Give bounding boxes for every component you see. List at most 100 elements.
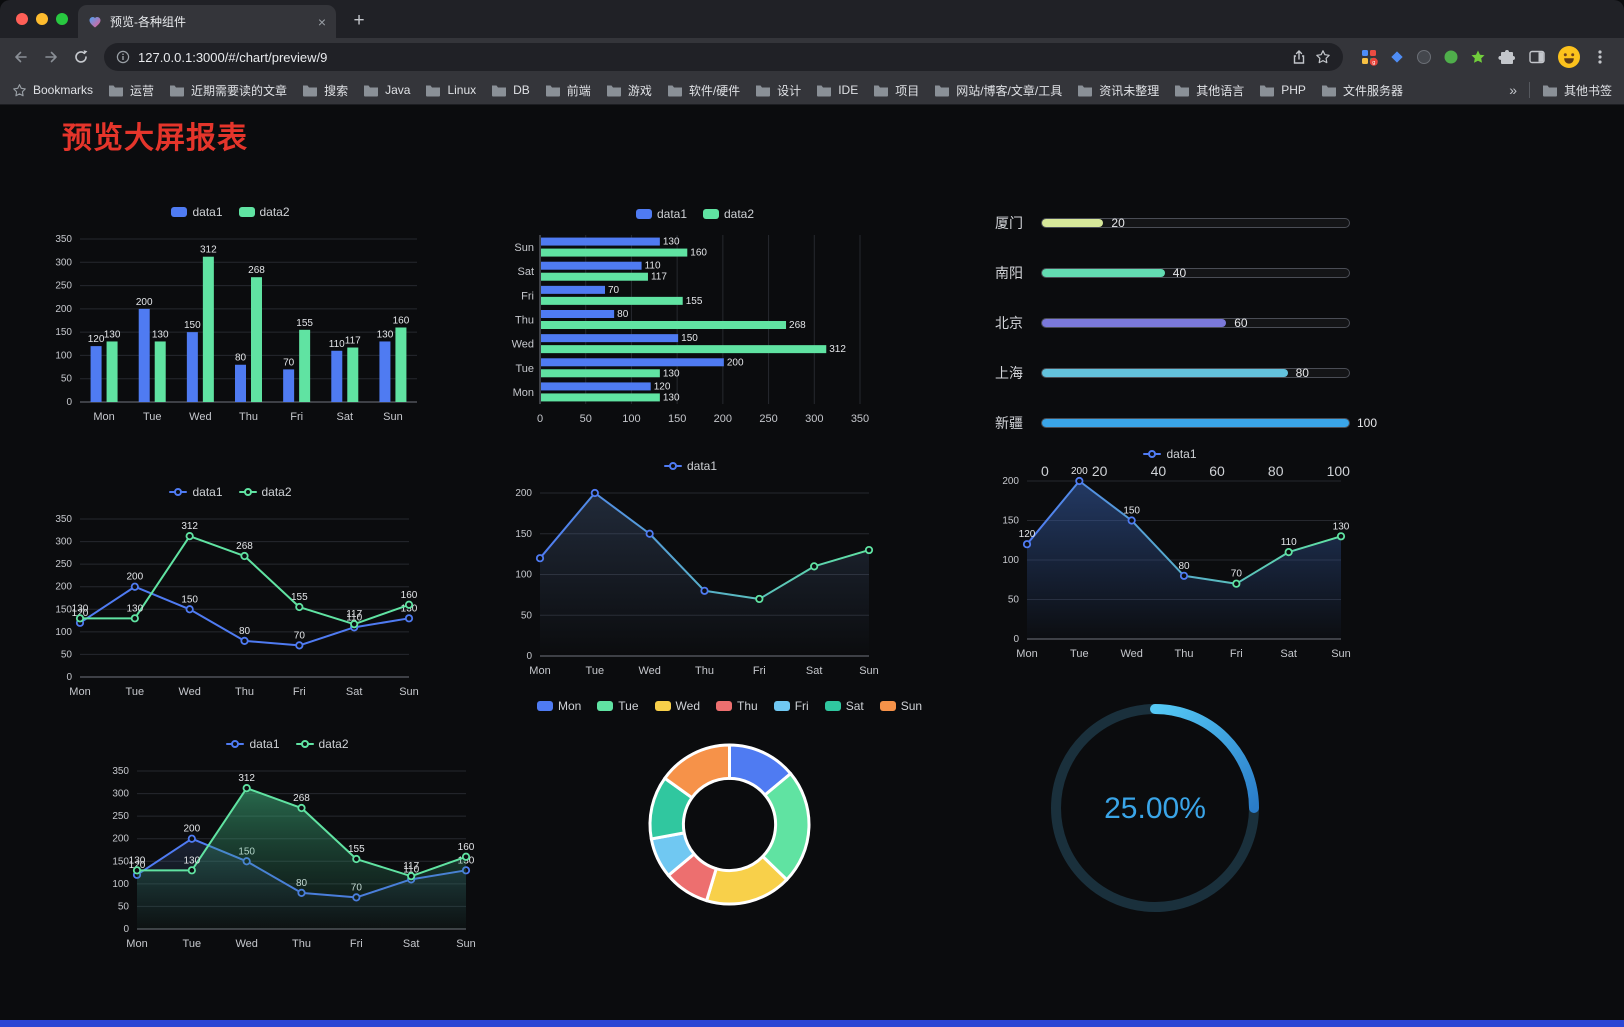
- chart-canvas[interactable]: 0 50 100 150 200 250 300 350 Mon Tue Wed Thu Fri Sat S…: [38, 223, 423, 428]
- legend-item[interactable]: data2: [703, 207, 754, 221]
- svg-text:0: 0: [66, 397, 72, 408]
- folder-icon: [1542, 85, 1557, 97]
- chart-canvas[interactable]: 0 50 100 150 200 Mon Tue Wed Thu Fri Sat Sun 120 200 1…: [985, 465, 1355, 665]
- svg-text:250: 250: [55, 559, 72, 570]
- legend-item[interactable]: data2: [295, 737, 349, 751]
- svg-text:250: 250: [55, 281, 72, 292]
- extension-star-icon[interactable]: [1470, 49, 1486, 65]
- new-tab-button[interactable]: +: [353, 10, 365, 31]
- extension-blue-icon[interactable]: [1389, 49, 1405, 65]
- zoom-window-button[interactable]: [56, 13, 68, 25]
- tab-close-icon[interactable]: ×: [317, 13, 326, 30]
- legend-item[interactable]: data1: [663, 459, 717, 473]
- legend-item[interactable]: Sat: [824, 699, 864, 713]
- legend-label: data2: [261, 485, 292, 499]
- legend-item[interactable]: data1: [635, 207, 687, 221]
- site-info-icon[interactable]: [116, 50, 130, 64]
- svg-text:50: 50: [118, 901, 130, 912]
- puzzle-icon[interactable]: [1497, 47, 1517, 67]
- bookmark-item[interactable]: 文件服务器: [1321, 82, 1403, 99]
- legend-item[interactable]: data2: [238, 485, 292, 499]
- progress-row: 新疆 100: [995, 413, 1377, 433]
- chart-canvas[interactable]: [542, 717, 917, 932]
- navigation-toolbar: 127.0.0.1:3000/#/chart/preview/9 g: [0, 38, 1624, 76]
- bookmarks-manager[interactable]: Bookmarks: [12, 83, 93, 98]
- svg-text:200: 200: [1071, 466, 1088, 477]
- folder-icon: [667, 85, 682, 97]
- legend-item[interactable]: Fri: [773, 699, 809, 713]
- svg-text:Wed: Wed: [178, 686, 200, 698]
- bookmark-item[interactable]: 近期需要读的文章: [169, 82, 287, 99]
- extension-dark-icon[interactable]: [1416, 49, 1432, 65]
- progress-label: 北京: [995, 315, 1023, 331]
- bookmark-item[interactable]: 网站/博客/文章/工具: [934, 82, 1062, 99]
- bookmark-item[interactable]: IDE: [816, 82, 858, 99]
- bookmark-item[interactable]: 搜索: [302, 82, 348, 99]
- chart-canvas[interactable]: 0 50 100 150 200 250 300 350 Mon Tue Wed Thu Fri Sat S…: [38, 503, 423, 703]
- legend-item[interactable]: data2: [238, 205, 290, 219]
- bookmark-item[interactable]: 项目: [873, 82, 919, 99]
- legend-item[interactable]: Tue: [597, 699, 639, 713]
- legend-item[interactable]: Sun: [879, 699, 923, 713]
- profile-avatar[interactable]: [1557, 45, 1581, 69]
- svg-text:Sun: Sun: [859, 665, 879, 677]
- chart-canvas[interactable]: 0 50 100 150 200 Mon Tue Wed Thu Fri Sat Sun: [498, 477, 883, 682]
- svg-text:Thu: Thu: [1175, 648, 1194, 660]
- bookmarks-overflow-chevron[interactable]: »: [1509, 82, 1517, 98]
- bookmark-item[interactable]: Linux: [425, 82, 476, 99]
- legend-item[interactable]: Mon: [536, 699, 581, 713]
- close-window-button[interactable]: [16, 13, 28, 25]
- legend-item[interactable]: data1: [1143, 447, 1197, 461]
- address-bar[interactable]: 127.0.0.1:3000/#/chart/preview/9: [104, 43, 1343, 71]
- legend-item[interactable]: data1: [169, 485, 223, 499]
- back-button[interactable]: [6, 42, 36, 72]
- menu-kebab-icon[interactable]: [1592, 49, 1608, 65]
- svg-text:130: 130: [377, 329, 394, 340]
- legend-item[interactable]: Wed: [654, 699, 700, 713]
- chart-canvas[interactable]: 0 50 100 150 200 250 300 350 Mon Tue Wed Thu Fri Sat S…: [95, 755, 480, 955]
- other-bookmarks[interactable]: 其他书签: [1542, 82, 1612, 99]
- folder-icon: [426, 85, 441, 97]
- svg-text:350: 350: [112, 766, 129, 777]
- minimize-window-button[interactable]: [36, 13, 48, 25]
- chart-canvas[interactable]: 0 50 100 150 200 250 300 350 Mon Tue Wed Thu Fri Sat S…: [500, 225, 890, 430]
- legend-swatch: [635, 209, 652, 219]
- tab-favicon: [89, 16, 101, 27]
- progress-fill: [1042, 419, 1349, 427]
- bookmark-item[interactable]: 前端: [545, 82, 591, 99]
- legend-label: Sun: [900, 699, 923, 713]
- legend-label: data1: [249, 737, 280, 751]
- progress-row: 上海 80: [995, 363, 1350, 383]
- bookmark-item[interactable]: 游戏: [606, 82, 652, 99]
- side-panel-icon[interactable]: [1528, 48, 1546, 66]
- folder-icon: [874, 85, 889, 97]
- reload-button[interactable]: [66, 42, 96, 72]
- bookmark-item[interactable]: 其他语言: [1174, 82, 1244, 99]
- legend-item[interactable]: data1: [171, 205, 223, 219]
- bookmark-star-icon[interactable]: [1315, 49, 1331, 65]
- extension-green-icon[interactable]: [1443, 49, 1459, 65]
- extension-grid-icon[interactable]: g: [1361, 49, 1378, 66]
- legend-item[interactable]: data1: [226, 737, 280, 751]
- legend-label: data2: [259, 205, 290, 219]
- svg-text:100: 100: [55, 350, 72, 361]
- bookmark-item[interactable]: DB: [491, 82, 530, 99]
- forward-button[interactable]: [36, 42, 66, 72]
- bookmark-item[interactable]: 设计: [755, 82, 801, 99]
- bookmark-item[interactable]: 运营: [108, 82, 154, 99]
- legend-swatch: [226, 740, 245, 748]
- svg-text:80: 80: [617, 309, 629, 320]
- bookmark-item[interactable]: PHP: [1259, 82, 1306, 99]
- browser-tab[interactable]: 预览-各种组件 ×: [78, 5, 336, 38]
- bookmark-item[interactable]: Java: [363, 82, 410, 99]
- progress-label: 上海: [995, 365, 1023, 381]
- share-icon[interactable]: [1291, 49, 1307, 65]
- chart-canvas[interactable]: 25.00%: [1040, 697, 1270, 919]
- bookmark-label: 运营: [130, 83, 155, 98]
- bookmark-item[interactable]: 资讯未整理: [1077, 82, 1159, 99]
- chart-legend: data1 data2: [635, 205, 754, 223]
- svg-text:Thu: Thu: [695, 665, 714, 677]
- bookmark-item[interactable]: 软件/硬件: [667, 82, 740, 99]
- legend-item[interactable]: Thu: [716, 699, 758, 713]
- svg-text:150: 150: [515, 529, 532, 540]
